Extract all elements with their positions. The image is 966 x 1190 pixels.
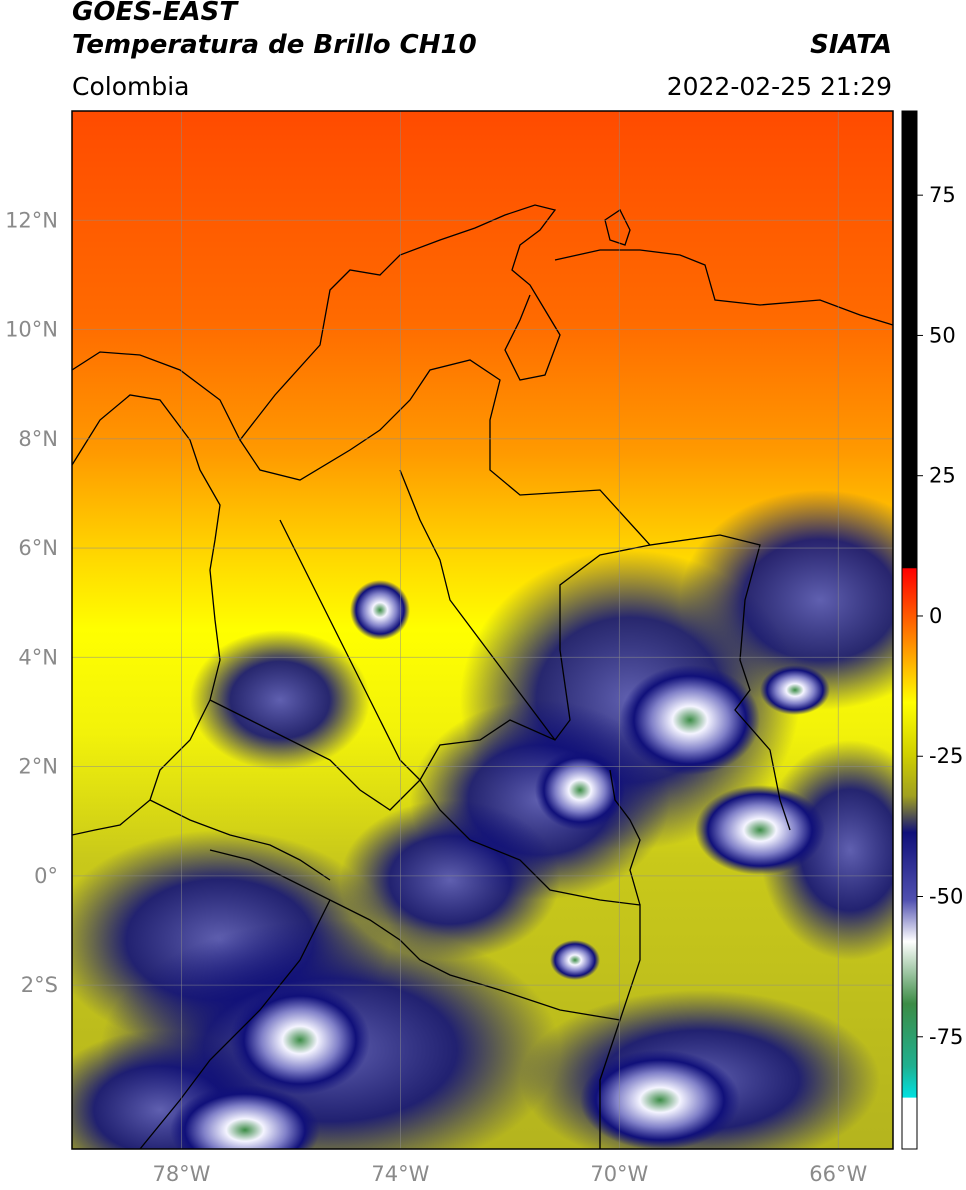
latitude-labels: 12°N 10°N 8°N 6°N 4°N 2°N 0° 2°S	[5, 208, 58, 997]
lon-tick-label: 74°W	[371, 1162, 429, 1186]
lat-tick-label: 8°N	[18, 427, 58, 451]
longitude-labels: 78°W 74°W 70°W 66°W	[152, 1162, 867, 1186]
colorbar-tick-label: 25	[929, 464, 956, 488]
colorbar-ticks: 75 50 25 0 -25 -50 -75	[917, 183, 963, 1049]
product-title: Temperatura de Brillo CH10	[72, 30, 477, 60]
lat-tick-label: 2°S	[21, 973, 58, 997]
map-raster	[72, 111, 893, 1149]
colorbar-tick-label: -75	[929, 1025, 963, 1049]
lat-tick-label: 0°	[34, 864, 58, 888]
colorbar-tick-label: 75	[929, 183, 956, 207]
lat-tick-label: 2°N	[18, 755, 58, 779]
datetime-label: 2022-02-25 21:29	[666, 72, 892, 101]
lon-tick-label: 66°W	[809, 1162, 867, 1186]
graticule	[72, 111, 893, 1149]
satellite-title: GOES-EAST	[72, 0, 238, 27]
lon-tick-label: 78°W	[152, 1162, 210, 1186]
colorbar-tick-label: -50	[929, 885, 963, 909]
map-frame	[71, 110, 894, 1150]
colorbar	[901, 110, 918, 1150]
lat-tick-label: 12°N	[5, 208, 58, 232]
lon-tick-label: 70°W	[590, 1162, 648, 1186]
lat-tick-label: 4°N	[18, 645, 58, 669]
colorbar-tick-label: 50	[929, 323, 956, 347]
lat-tick-label: 10°N	[5, 318, 58, 342]
lat-tick-label: 6°N	[18, 536, 58, 560]
region-label: Colombia	[72, 72, 190, 101]
agency-label: SIATA	[810, 30, 892, 60]
colorbar-tick-label: -25	[929, 744, 963, 768]
borders-layer	[72, 204, 893, 1149]
colorbar-tick-label: 0	[929, 604, 942, 628]
